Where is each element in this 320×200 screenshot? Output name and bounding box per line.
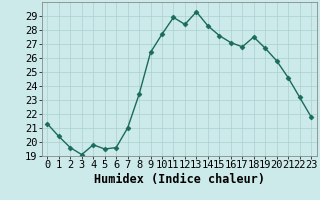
X-axis label: Humidex (Indice chaleur): Humidex (Indice chaleur): [94, 173, 265, 186]
